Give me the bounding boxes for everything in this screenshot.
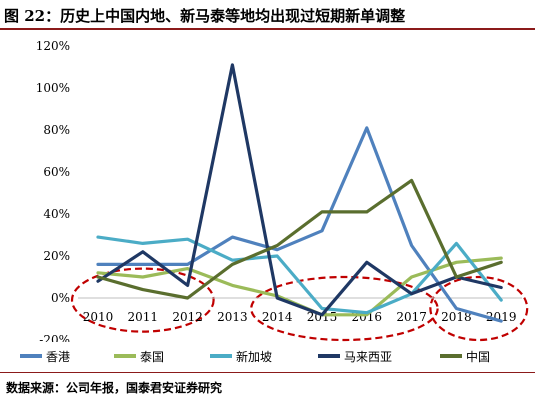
series-line <box>96 126 503 323</box>
legend-item: 马来西亚 <box>318 348 392 364</box>
legend-swatch <box>440 354 462 358</box>
title-bar: 图 22：历史上中国内地、新马泰等地均出现过短期新单调整 <box>0 0 535 30</box>
line-chart: -20% 0% 20% 40% 60% 80% 100% 120% 2010 2011 2012 20… <box>36 39 529 342</box>
legend-item: 泰国 <box>114 348 164 364</box>
y-tick-label: 20% <box>43 249 70 263</box>
y-tick-label: 60% <box>43 165 70 179</box>
axes-layer: -20% 0% 20% 40% 60% 80% 100% 120% 2010 2011 2012 20… <box>36 39 522 342</box>
chart-title: 图 22：历史上中国内地、新马泰等地均出现过短期新单调整 <box>4 7 406 25</box>
legend-swatch <box>318 354 340 358</box>
series-line <box>96 178 503 300</box>
legend-label: 马来西亚 <box>344 349 393 364</box>
y-tick-label: 120% <box>36 39 70 53</box>
x-tick-label: 2018 <box>441 310 472 324</box>
legend-label: 泰国 <box>140 349 165 364</box>
annotation-ellipse <box>429 275 529 342</box>
x-tick-label: 2010 <box>83 310 114 324</box>
legend-label: 中国 <box>466 349 491 364</box>
legend-swatch <box>20 354 42 358</box>
y-tick-label: 40% <box>43 207 70 221</box>
y-tick-label: 0% <box>51 291 70 305</box>
x-tick-label: 2011 <box>128 310 159 324</box>
annotations-layer <box>70 267 529 342</box>
y-tick-label: -20% <box>39 333 70 342</box>
legend-item: 香港 <box>20 348 70 364</box>
y-tick-label: 100% <box>36 81 70 95</box>
y-tick-label: 80% <box>43 123 70 137</box>
series-line <box>96 235 503 315</box>
legend-label: 新加坡 <box>236 349 273 364</box>
legend-item: 中国 <box>440 348 490 364</box>
chart-legend: 香港 泰国 新加坡 马来西亚 中国 <box>0 344 535 366</box>
x-tick-label: 2013 <box>217 310 248 324</box>
legend-item: 新加坡 <box>210 348 272 364</box>
legend-swatch <box>114 354 136 358</box>
x-tick-label: 2017 <box>396 310 427 324</box>
annotation-ellipse <box>250 275 439 342</box>
series-line <box>96 63 503 317</box>
legend-label: 香港 <box>46 349 71 364</box>
annotation-ellipse <box>70 267 215 333</box>
footer-divider <box>0 372 535 373</box>
source-note: 数据来源：公司年报，国泰君安证券研究 <box>6 381 223 395</box>
legend-swatch <box>210 354 232 358</box>
x-tick-label: 2012 <box>172 310 203 324</box>
series-layer <box>96 63 503 323</box>
x-tick-label: 2014 <box>262 310 293 324</box>
